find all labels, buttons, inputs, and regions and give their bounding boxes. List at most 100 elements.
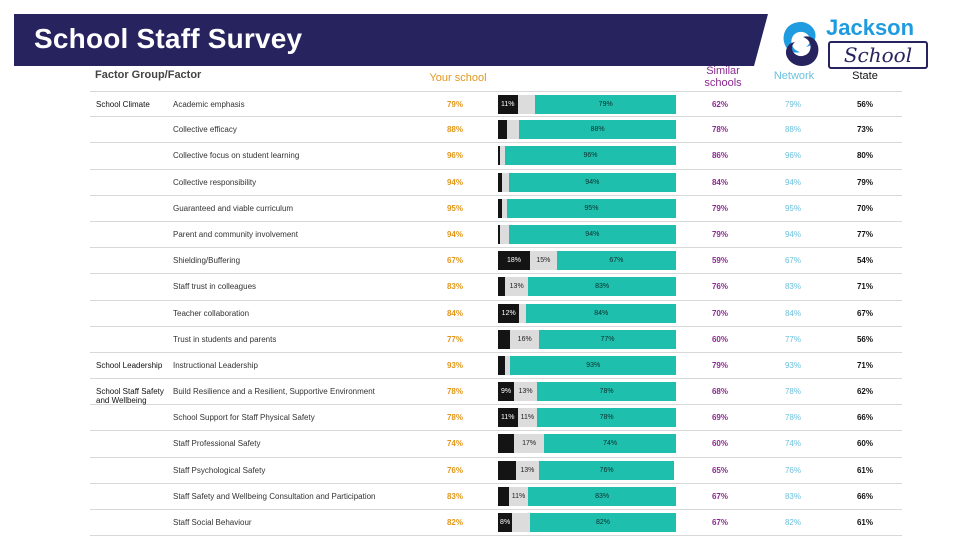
state-value: 56% [856, 100, 873, 109]
table-row: Collective efficacy 88% 88% 78% 88% 73% [90, 117, 902, 144]
your-school-value: 95% [446, 203, 463, 213]
bar-segment-neutral [506, 120, 520, 140]
stacked-bar: 11% 11% 78% [498, 408, 676, 428]
stacked-bar: 18% 15% 67% [498, 251, 676, 271]
state-value: 73% [856, 125, 873, 135]
stacked-bar: 12% 84% [498, 303, 676, 323]
stacked-bar: 13% 83% [498, 277, 676, 297]
factor-name: Build Resilience and a Resilient, Suppor… [173, 387, 375, 397]
bar-segment-negative [498, 146, 500, 166]
logo-text-jackson: Jackson [826, 15, 915, 40]
stacked-bar: 88% [498, 120, 676, 140]
your-school-value: 79% [446, 100, 463, 109]
stacked-bar: 95% [498, 198, 676, 218]
factor-group-label: School Climate [96, 100, 150, 109]
table-row: Staff Psychological Safety 76% 13% 76% 65% 76… [90, 458, 902, 484]
factor-name: Parent and community involvement [173, 229, 298, 239]
similar-schools-value: 69% [711, 413, 728, 423]
bar-segment-neutral: 11% [508, 486, 529, 506]
bar-segment-neutral: 13% [514, 382, 538, 402]
network-value: 82% [784, 518, 801, 527]
bar-segment-neutral [519, 303, 527, 323]
your-school-value: 67% [446, 256, 463, 266]
bar-segment-neutral [512, 513, 531, 532]
your-school-value: 96% [446, 151, 463, 161]
your-school-value: 78% [446, 413, 463, 423]
state-value: 71% [856, 360, 873, 370]
bar-segment-negative [498, 329, 511, 349]
similar-schools-value: 68% [711, 387, 728, 397]
similar-schools-value: 67% [711, 491, 728, 501]
state-value: 62% [856, 387, 873, 397]
network-value: 79% [784, 100, 801, 109]
bar-segment-negative: 18% [498, 251, 531, 271]
your-school-value: 93% [446, 360, 463, 370]
bar-segment-neutral [499, 146, 506, 166]
factor-name: Teacher collaboration [173, 308, 250, 318]
factor-name: Collective focus on student learning [173, 151, 300, 161]
bar-segment-negative [498, 172, 502, 192]
bar-segment-neutral [501, 172, 509, 192]
your-school-value: 78% [446, 387, 463, 397]
your-school-value: 94% [446, 177, 463, 187]
header-factor: Factor Group/Factor [95, 69, 202, 81]
table-row: Collective focus on student learning 96% 9… [90, 143, 902, 170]
similar-schools-value: 84% [711, 177, 728, 187]
network-value: 94% [784, 177, 801, 187]
header-your-school: Your school [429, 72, 487, 84]
table-row: Guaranteed and viable curriculum 95% 95% 79… [90, 196, 902, 222]
bar-segment-negative [498, 460, 516, 480]
stacked-bar: 93% [498, 355, 676, 375]
factor-group-label: School Leadership [96, 360, 163, 370]
table-row: Staff trust in colleagues 83% 13% 83% 76% 83%… [90, 274, 902, 301]
bar-segment-positive: 96% [505, 146, 676, 166]
factor-name: Staff Social Behaviour [173, 518, 252, 527]
bar-segment-positive: 94% [508, 172, 676, 192]
network-value: 83% [784, 491, 801, 501]
bar-segment-negative: 8% [498, 513, 513, 532]
factor-name: Guaranteed and viable curriculum [173, 203, 294, 213]
bar-segment-neutral [517, 95, 536, 114]
logo-text-school: School [828, 41, 928, 69]
title-bar: School Staff Survey [14, 14, 768, 66]
similar-schools-value: 79% [711, 203, 728, 213]
bar-segment-positive: 76% [538, 460, 675, 480]
state-value: 80% [856, 151, 873, 161]
your-school-value: 83% [446, 491, 463, 501]
stacked-bar: 9% 13% 78% [498, 382, 676, 402]
similar-schools-value: 76% [711, 282, 728, 292]
similar-schools-value: 60% [711, 334, 728, 344]
stacked-bar: 94% [498, 224, 676, 244]
bar-segment-positive: 79% [535, 95, 676, 114]
network-value: 78% [784, 413, 801, 423]
state-value: 61% [856, 465, 873, 475]
similar-schools-value: 60% [711, 439, 728, 449]
bar-segment-negative [498, 434, 515, 454]
bar-segment-negative [498, 355, 506, 375]
similar-schools-value: 62% [711, 100, 728, 109]
bar-segment-negative: 11% [498, 95, 518, 114]
network-value: 94% [784, 229, 801, 239]
network-value: 78% [784, 387, 801, 397]
network-value: 88% [784, 125, 801, 135]
bar-segment-negative: 12% [498, 303, 520, 323]
similar-schools-value: 67% [711, 518, 728, 527]
bar-segment-positive: 83% [528, 277, 676, 297]
bar-segment-positive: 77% [538, 329, 676, 349]
stacked-bar: 94% [498, 172, 676, 192]
table-row: School Support for Staff Physical Safety… [90, 405, 902, 432]
bar-segment-neutral [499, 224, 509, 244]
brain-swirl-logo-icon [783, 22, 819, 66]
stacked-bar: 96% [498, 146, 676, 166]
survey-table: School Climate Academic emphasis 79% 11% 79%… [90, 91, 902, 537]
page-title: School Staff Survey [34, 23, 303, 54]
state-value: 71% [856, 282, 873, 292]
similar-schools-value: 86% [711, 151, 728, 161]
similar-schools-value: 78% [711, 125, 728, 135]
bar-segment-positive: 78% [537, 382, 676, 402]
stacked-bar: 11% 83% [498, 486, 676, 506]
state-value: 77% [856, 229, 873, 239]
bar-segment-positive: 82% [530, 513, 676, 532]
bar-segment-positive: 88% [519, 120, 676, 140]
bar-segment-neutral [505, 355, 511, 375]
